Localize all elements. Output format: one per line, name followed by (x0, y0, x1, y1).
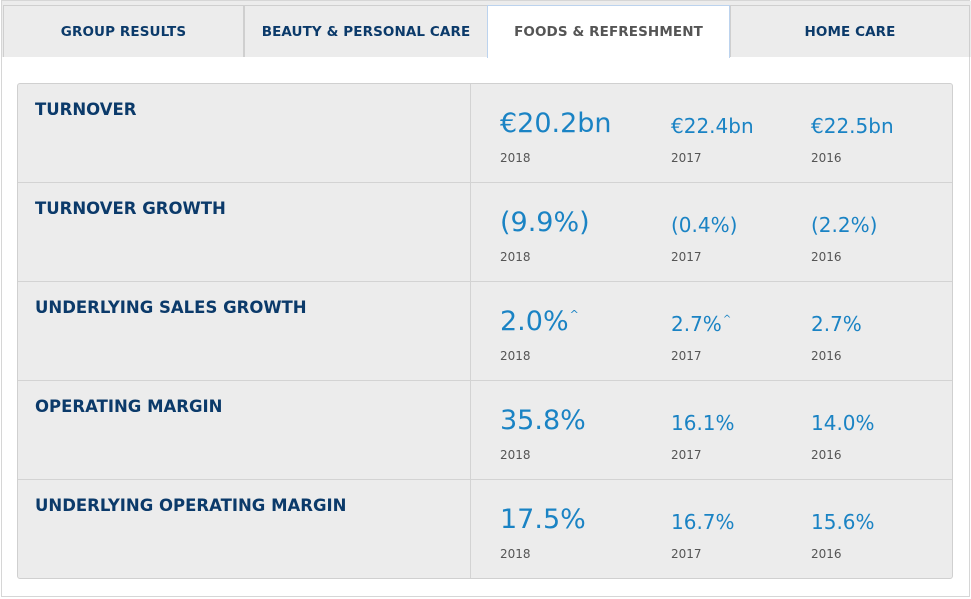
year-label: 2016 (811, 547, 842, 561)
table-row: TURNOVER €20.2bn 2018 €22.4bn 2017 €22.5… (18, 84, 952, 183)
year-label: 2017 (671, 448, 702, 462)
year-label: 2018 (500, 250, 531, 264)
value-2018: 17.5% (500, 504, 586, 535)
year-label: 2016 (811, 250, 842, 264)
value-2017: 16.1% (671, 411, 735, 435)
value-2016: (2.2%) (811, 213, 878, 237)
year-label: 2016 (811, 448, 842, 462)
table-row: OPERATING MARGIN 35.8% 2018 16.1% 2017 1… (18, 381, 952, 480)
value-2016: 15.6% (811, 510, 875, 534)
tab-beauty-personal-care[interactable]: BEAUTY & PERSONAL CARE (244, 5, 488, 57)
metric-label: UNDERLYING OPERATING MARGIN (35, 496, 347, 515)
value-2016: 2.7% (811, 312, 862, 336)
year-label: 2017 (671, 151, 702, 165)
year-label: 2016 (811, 349, 842, 363)
tab-group-results[interactable]: GROUP RESULTS (3, 5, 244, 57)
metric-label: TURNOVER (35, 100, 137, 119)
value-2017: €22.4bn (671, 114, 754, 138)
year-label: 2017 (671, 250, 702, 264)
year-label: 2018 (500, 448, 531, 462)
value-2018: 35.8% (500, 405, 586, 436)
tab-home-care[interactable]: HOME CARE (730, 5, 970, 57)
value-2018: €20.2bn (500, 108, 612, 139)
tab-bar: GROUP RESULTS BEAUTY & PERSONAL CARE FOO… (2, 1, 971, 58)
value-2016: 14.0% (811, 411, 875, 435)
value-2016: €22.5bn (811, 114, 894, 138)
table-row: UNDERLYING SALES GROWTH 2.0%^ 2018 2.7%^… (18, 282, 952, 381)
value-2017: 2.7%^ (671, 312, 732, 336)
metric-label: UNDERLYING SALES GROWTH (35, 298, 307, 317)
value-2017: 16.7% (671, 510, 735, 534)
table-row: TURNOVER GROWTH (9.9%) 2018 (0.4%) 2017 … (18, 183, 952, 282)
year-label: 2018 (500, 349, 531, 363)
year-label: 2017 (671, 349, 702, 363)
table-row: UNDERLYING OPERATING MARGIN 17.5% 2018 1… (18, 480, 952, 579)
value-2018: (9.9%) (500, 207, 590, 238)
value-2018: 2.0%^ (500, 306, 579, 337)
results-table: TURNOVER €20.2bn 2018 €22.4bn 2017 €22.5… (17, 83, 953, 579)
year-label: 2017 (671, 547, 702, 561)
metric-label: OPERATING MARGIN (35, 397, 223, 416)
year-label: 2018 (500, 151, 531, 165)
year-label: 2018 (500, 547, 531, 561)
value-2017: (0.4%) (671, 213, 738, 237)
metric-label: TURNOVER GROWTH (35, 199, 226, 218)
column-divider (470, 84, 471, 578)
tab-foods-refreshment[interactable]: FOODS & REFRESHMENT (487, 5, 730, 58)
year-label: 2016 (811, 151, 842, 165)
